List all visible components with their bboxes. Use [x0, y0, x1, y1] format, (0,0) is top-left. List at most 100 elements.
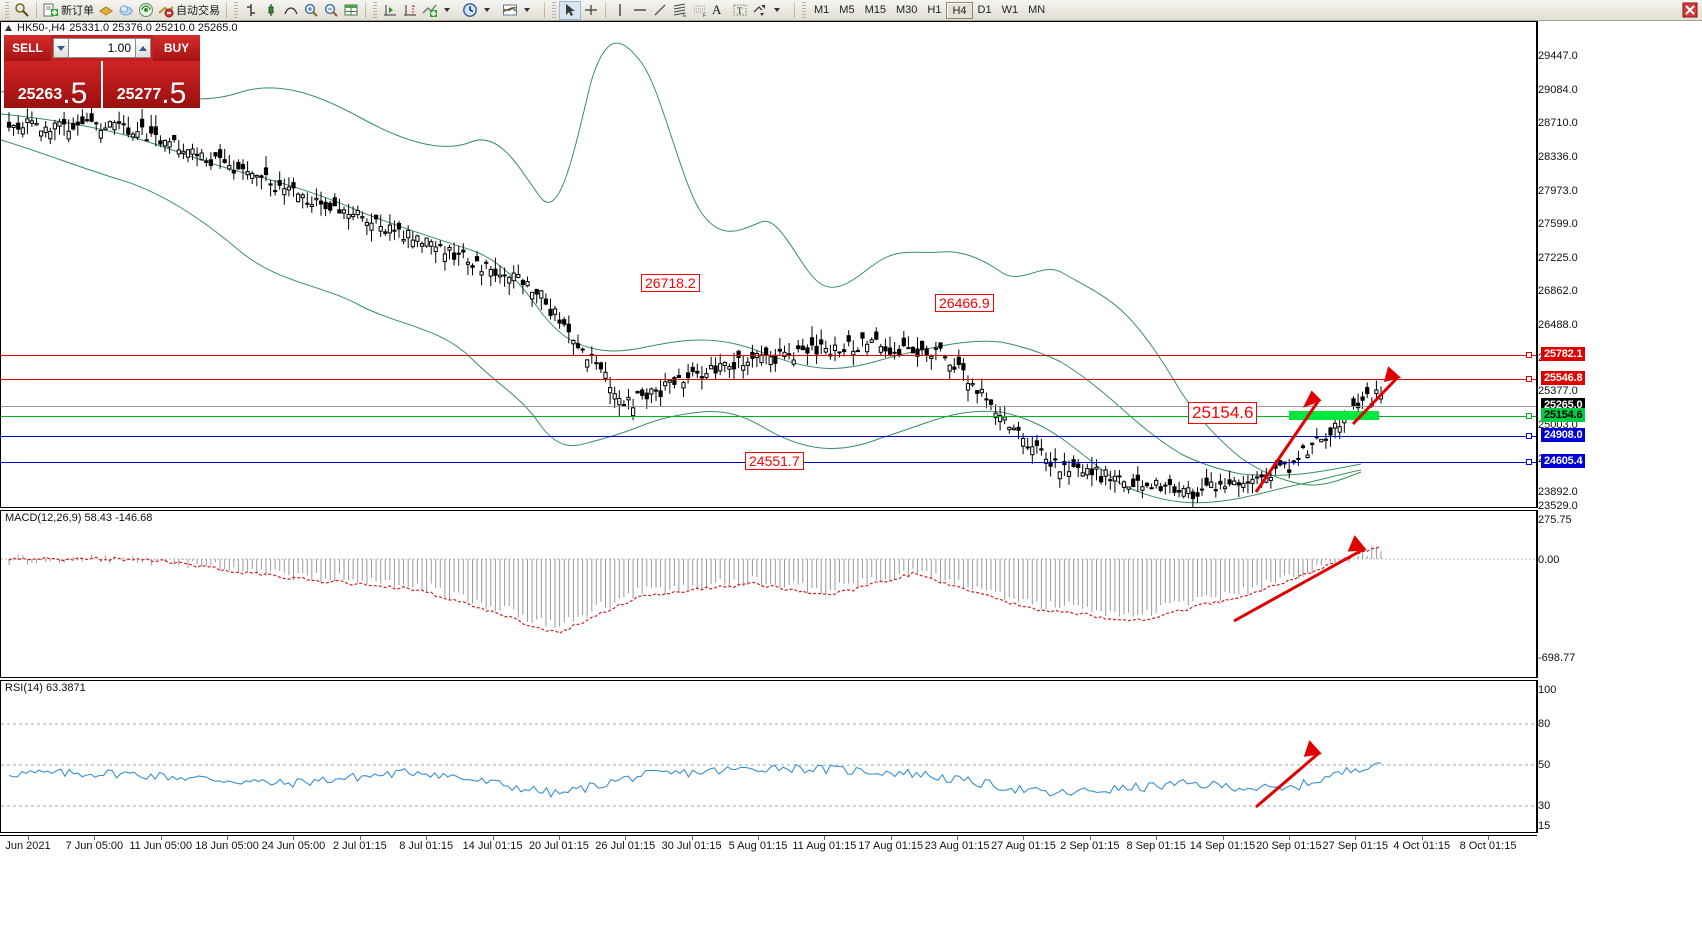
rsi-panel[interactable]: RSI(14) 63.3871	[0, 680, 1537, 833]
line-handle[interactable]	[1526, 376, 1532, 382]
zoom-out-icon[interactable]	[321, 1, 341, 20]
line-handle[interactable]	[1526, 459, 1532, 465]
objects-list-icon[interactable]	[750, 1, 770, 20]
timeframe-w1[interactable]: W1	[1001, 3, 1019, 16]
current-price-line[interactable]	[1, 406, 1536, 407]
buy-price-display[interactable]: 25277 .5	[101, 61, 200, 108]
resistance-line-25782[interactable]	[1, 355, 1536, 356]
time-tick-label: 24 Jun 05:00	[261, 840, 326, 852]
candlestick-chart-icon[interactable]	[261, 1, 281, 20]
annotation-25154[interactable]: 25154.6	[1188, 402, 1258, 424]
toolbar-grip[interactable]	[5, 2, 9, 18]
close-icon[interactable]	[1680, 1, 1700, 20]
toolbar-grip[interactable]	[234, 2, 238, 18]
annotation-26718[interactable]: 26718.2	[641, 274, 700, 292]
templates-icon[interactable]	[500, 1, 520, 20]
price-tag-resistance-1[interactable]: 25782.1	[1541, 347, 1586, 361]
one-click-trading-panel[interactable]: SELL 1.00 BUY 25263 .5 25277 .5	[4, 35, 200, 108]
price-chart-panel[interactable]: 26718.2 26466.9 25154.6 24551.7 23641.7	[0, 21, 1537, 508]
bar-chart-icon[interactable]	[241, 1, 261, 20]
timeframe-m30[interactable]: M30	[895, 3, 918, 16]
sell-price-display[interactable]: 25263 .5	[4, 61, 101, 108]
line-chart-icon[interactable]	[281, 1, 301, 20]
price-tag-support-3[interactable]: 24605.4	[1541, 454, 1586, 468]
macd-panel[interactable]: MACD(12,26,9) 58.43 -146.68	[0, 510, 1537, 678]
support-line-25155[interactable]	[1, 416, 1536, 417]
price-tag-support-1[interactable]: 25154.6	[1541, 408, 1586, 422]
time-tick-mark	[1222, 836, 1224, 840]
time-tick-label: 2 Sep 01:15	[1060, 840, 1120, 852]
templates-dropdown-icon[interactable]	[520, 1, 540, 20]
rsi-tick: 80	[1538, 718, 1551, 730]
trendline-icon[interactable]	[650, 1, 670, 20]
fibonacci-icon[interactable]: E	[670, 1, 690, 20]
text-icon[interactable]: A	[710, 1, 730, 20]
volume-decrease-button[interactable]	[53, 38, 69, 58]
grid-icon[interactable]	[341, 1, 361, 20]
crosshair-icon[interactable]	[581, 1, 601, 20]
rsi-axis[interactable]: 100 80 50 30 15	[1537, 680, 1702, 833]
toolbar-grip[interactable]	[802, 2, 806, 18]
time-tick-label: 7 Jun 05:00	[65, 840, 124, 852]
auto-trading-button[interactable]: 自动交易	[156, 1, 222, 20]
timeframe-h1[interactable]: H1	[927, 3, 942, 16]
horizontal-line-icon[interactable]	[630, 1, 650, 20]
periods-icon[interactable]	[460, 1, 480, 20]
zoom-in-icon[interactable]	[301, 1, 321, 20]
toolbar-grip[interactable]	[552, 2, 556, 18]
line-handle[interactable]	[1526, 352, 1532, 358]
volume-increase-button[interactable]	[135, 38, 151, 58]
macd-axis[interactable]: 275.75 0.00 -698.77	[1537, 510, 1702, 678]
time-tick-label: 20 Sep 01:15	[1256, 840, 1322, 852]
line-handle[interactable]	[1526, 413, 1532, 419]
signal-icon[interactable]	[136, 1, 156, 20]
objects-dropdown-icon[interactable]	[770, 1, 790, 20]
timeframe-m15[interactable]: M15	[864, 3, 886, 16]
price-tick: 29084.0	[1538, 84, 1578, 96]
sell-price-fraction: .5	[62, 76, 88, 110]
timeframe-m1[interactable]: M1	[814, 3, 830, 16]
chart-shift-icon[interactable]	[400, 1, 420, 20]
time-axis[interactable]: Jun 2021 7 Jun 05:00 11 Jun 05:00 18 Jun 05…	[0, 835, 1537, 859]
timeframe-h4[interactable]: H4	[946, 1, 973, 19]
timeframe-mn[interactable]: MN	[1028, 3, 1046, 16]
fibonacci-fan-icon[interactable]: F	[690, 1, 710, 20]
time-tick-label: 11 Jun 05:00	[129, 840, 193, 852]
price-tag-support-2[interactable]: 24908.0	[1541, 428, 1586, 442]
support-line-24908[interactable]	[1, 436, 1536, 437]
time-tick-label: 20 Jul 01:15	[528, 840, 589, 852]
time-tick-mark	[160, 836, 162, 840]
time-tick-label: Jun 2021	[5, 840, 51, 852]
price-tick: 27225.0	[1538, 252, 1578, 264]
price-tick: 28336.0	[1538, 151, 1578, 163]
price-tag-resistance-2[interactable]: 25546.8	[1541, 371, 1586, 385]
toolbar-separator	[365, 2, 366, 18]
line-handle[interactable]	[1526, 433, 1532, 439]
time-tick-mark	[227, 836, 229, 840]
resistance-line-25547[interactable]	[1, 379, 1536, 380]
cloud-icon[interactable]	[116, 1, 136, 20]
annotation-26466[interactable]: 26466.9	[935, 294, 994, 312]
price-axis[interactable]: 29447.0 29084.0 28710.0 28336.0 27973.0 …	[1537, 21, 1702, 512]
buy-button[interactable]: BUY	[153, 35, 200, 61]
macd-svg	[1, 535, 1536, 635]
auto-scroll-icon[interactable]	[380, 1, 400, 20]
vertical-line-icon[interactable]	[610, 1, 630, 20]
cursor-icon[interactable]	[559, 0, 581, 20]
book-icon[interactable]	[96, 1, 116, 20]
timeframe-m5[interactable]: M5	[839, 3, 855, 16]
time-tick-mark	[890, 836, 892, 840]
new-order-button[interactable]: 新订单	[41, 1, 96, 20]
annotation-24551[interactable]: 24551.7	[745, 452, 804, 470]
sell-button[interactable]: SELL	[4, 35, 51, 61]
periods-dropdown-icon[interactable]	[480, 1, 500, 20]
volume-input[interactable]: 1.00	[69, 38, 135, 58]
text-label-icon[interactable]: T	[730, 1, 750, 20]
toolbar-grip[interactable]	[373, 2, 377, 18]
time-tick-label: 26 Jul 01:15	[595, 840, 656, 852]
crosshair-pointer-icon[interactable]	[12, 1, 32, 20]
timeframe-d1[interactable]: D1	[977, 3, 992, 16]
indicators-icon[interactable]	[420, 1, 440, 20]
demand-zone-rectangle[interactable]	[1289, 411, 1379, 420]
indicators-dropdown-icon[interactable]	[440, 1, 460, 20]
